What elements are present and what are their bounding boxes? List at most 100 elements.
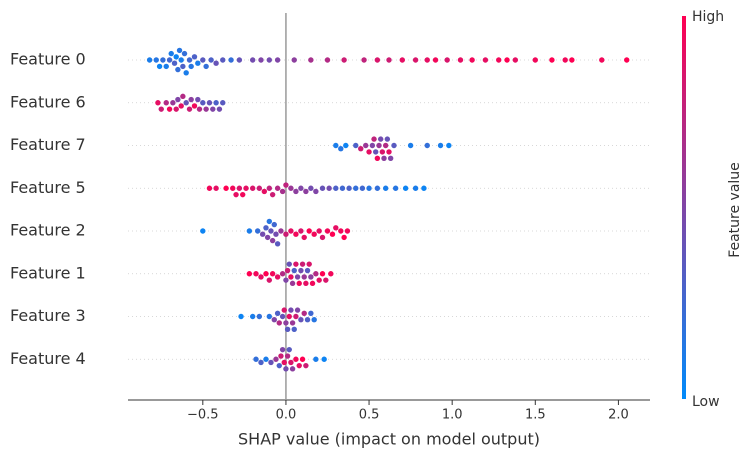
point — [301, 310, 307, 316]
point — [313, 188, 319, 195]
point — [496, 57, 502, 63]
point — [316, 277, 322, 283]
point — [341, 57, 347, 63]
point — [213, 185, 219, 191]
point — [306, 228, 312, 234]
point — [308, 274, 314, 280]
point — [319, 271, 326, 277]
point — [333, 142, 339, 149]
point — [269, 237, 276, 244]
point — [374, 57, 381, 63]
point — [294, 307, 301, 313]
x-tick-label: 0.0 — [276, 408, 297, 423]
point — [279, 188, 286, 195]
point — [549, 57, 555, 63]
point — [195, 96, 201, 103]
point — [326, 185, 332, 191]
point — [624, 57, 630, 63]
point — [424, 57, 430, 63]
point — [288, 228, 294, 234]
point — [286, 313, 292, 320]
point — [183, 70, 189, 76]
point — [353, 142, 359, 149]
point — [286, 346, 292, 353]
point — [289, 366, 296, 372]
point — [301, 234, 307, 241]
point — [253, 271, 259, 277]
feature-label: Feature 1 — [10, 263, 86, 282]
point — [338, 228, 344, 234]
point — [166, 106, 173, 112]
point — [313, 271, 319, 277]
point — [196, 106, 203, 112]
point — [308, 310, 314, 316]
point — [281, 307, 287, 313]
point — [329, 231, 336, 237]
point — [223, 185, 229, 191]
point — [298, 267, 304, 274]
point — [175, 66, 181, 73]
feature-label: Feature 4 — [10, 349, 86, 368]
point — [293, 231, 299, 237]
point — [220, 57, 226, 63]
point — [273, 231, 279, 237]
point — [191, 54, 198, 60]
point — [279, 271, 286, 277]
x-tick-label: −0.5 — [187, 408, 219, 423]
point — [599, 57, 605, 63]
point — [346, 185, 352, 191]
point — [392, 185, 399, 191]
point — [309, 280, 316, 287]
point — [382, 142, 389, 149]
point — [412, 57, 419, 63]
point — [333, 185, 339, 191]
point — [236, 57, 243, 63]
point — [512, 57, 519, 63]
point — [264, 234, 271, 241]
point — [532, 57, 538, 63]
x-tick-label: 2.0 — [608, 408, 629, 423]
point — [562, 57, 568, 63]
point — [200, 100, 206, 106]
point — [288, 359, 294, 366]
point — [155, 100, 161, 106]
point — [407, 142, 414, 149]
point — [258, 359, 264, 366]
point — [311, 231, 317, 237]
point — [274, 274, 281, 280]
point — [178, 103, 184, 109]
point — [313, 356, 319, 362]
point — [256, 313, 263, 320]
point — [213, 60, 219, 66]
point — [324, 228, 331, 234]
point — [366, 185, 372, 191]
point — [421, 185, 427, 191]
point — [261, 188, 268, 195]
point — [153, 57, 159, 63]
colorbar-label: Feature value — [727, 162, 743, 258]
point — [208, 57, 214, 63]
point — [216, 106, 223, 112]
x-axis-label: SHAP value (impact on model output) — [238, 430, 540, 449]
point — [259, 231, 266, 237]
point — [482, 57, 489, 63]
point — [343, 142, 349, 149]
feature-label: Feature 7 — [10, 135, 86, 154]
feature-label: Feature 6 — [10, 92, 86, 111]
point — [294, 274, 301, 280]
point — [371, 136, 377, 142]
point — [228, 57, 234, 63]
point — [283, 366, 289, 372]
point — [569, 57, 575, 63]
point — [206, 185, 213, 191]
point — [180, 93, 186, 100]
point — [373, 149, 379, 155]
point — [437, 142, 444, 149]
point — [279, 346, 286, 353]
point — [298, 317, 304, 323]
point — [296, 280, 302, 287]
x-tick-label: 1.5 — [525, 408, 546, 423]
point — [158, 106, 164, 112]
point — [186, 106, 193, 112]
